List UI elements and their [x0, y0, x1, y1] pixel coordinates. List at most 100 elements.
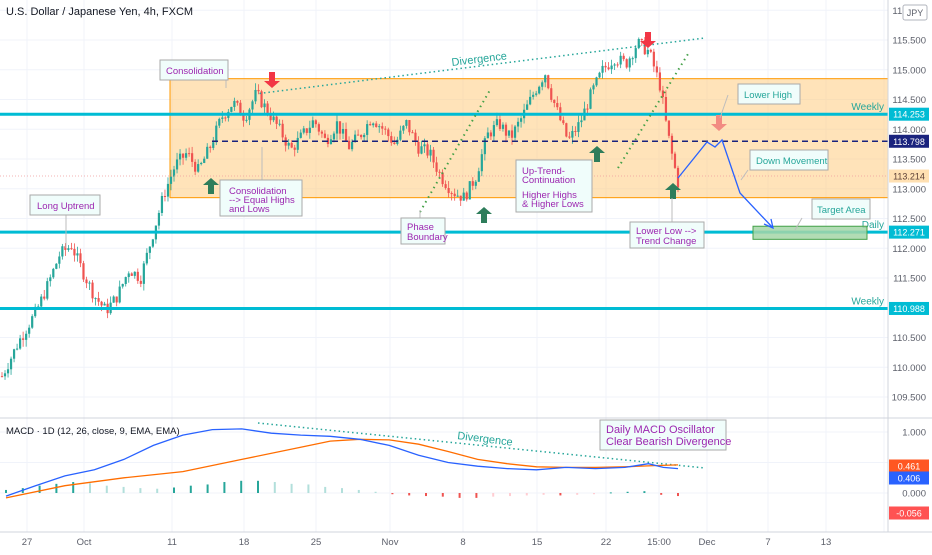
candle-body	[145, 252, 148, 264]
candle-body	[184, 153, 188, 158]
candle-body	[544, 75, 547, 83]
candle-body	[613, 64, 616, 66]
candle-body	[375, 123, 378, 127]
price-badge-text: 113.798	[893, 137, 925, 147]
annotation-trend-change: Trend Change	[636, 236, 696, 247]
macd-badge	[889, 471, 929, 485]
candle-body	[287, 142, 290, 146]
candle-body	[239, 102, 242, 116]
macd-title: MACD · 1D (12, 26, close, 9, EMA, EMA)	[6, 426, 180, 437]
candle-body	[417, 141, 420, 154]
macd-histogram-bar	[38, 485, 41, 493]
candle-body	[432, 149, 435, 163]
candle-body	[203, 158, 206, 163]
candle-body	[366, 124, 369, 135]
candle-body	[480, 154, 483, 172]
macd-histogram-bar	[677, 493, 679, 497]
candle-body	[332, 133, 336, 140]
time-tick-label: 8	[460, 537, 465, 548]
candle-body	[516, 121, 520, 127]
candle-body	[15, 348, 19, 350]
candle-body	[471, 181, 474, 186]
candle-body	[25, 333, 28, 340]
candle-body	[9, 358, 13, 370]
time-tick-label: 15:00	[647, 537, 671, 548]
time-tick-label: 7	[765, 537, 770, 548]
candle-body	[541, 82, 544, 87]
macd-histogram-bar	[559, 493, 562, 496]
candle-body	[70, 248, 73, 250]
candle-body	[556, 102, 559, 108]
candle-body	[290, 142, 293, 148]
candle-body	[254, 89, 257, 102]
candle-body	[571, 130, 574, 138]
candle-body	[538, 86, 541, 94]
macd-line	[5, 428, 679, 497]
candle-body	[28, 327, 31, 334]
candle-body	[381, 126, 384, 129]
candle-body	[148, 246, 151, 253]
candle-body	[344, 128, 348, 141]
candle-body	[124, 277, 127, 284]
arrow-up-icon	[203, 178, 219, 194]
candle-body	[188, 153, 191, 155]
candle-body	[372, 123, 375, 126]
candle-body	[667, 120, 671, 136]
candle-body	[435, 162, 438, 172]
candle-body	[625, 59, 628, 68]
candle-body	[76, 253, 79, 256]
candle-body	[589, 89, 592, 109]
candle-body	[323, 133, 327, 138]
candle-body	[275, 116, 278, 124]
candle-body	[547, 75, 550, 89]
candle-body	[73, 248, 76, 256]
macd-histogram-bar	[576, 493, 579, 495]
macd-histogram-bar	[341, 488, 343, 493]
macd-histogram-bar	[660, 493, 663, 495]
candle-body	[67, 248, 70, 250]
macd-histogram-bar	[223, 482, 226, 493]
candle-body	[347, 140, 351, 150]
candle-body	[444, 184, 447, 189]
currency-badge[interactable]: JPY	[907, 8, 924, 18]
time-tick-label: 25	[311, 537, 322, 548]
candle-body	[6, 369, 10, 374]
candle-body	[607, 67, 610, 70]
price-badge	[889, 225, 929, 239]
candle-body	[172, 169, 176, 177]
price-tick-label: 113.000	[892, 184, 926, 195]
currency-badge-box[interactable]	[902, 4, 928, 21]
macd-histogram-bar	[189, 485, 192, 493]
candle-body	[565, 123, 568, 137]
candle-body	[441, 172, 444, 185]
candle-body	[206, 146, 209, 159]
candle-body	[335, 121, 339, 134]
price-tick-label: 114.500	[892, 95, 926, 106]
price-tick-label: 112.500	[892, 214, 926, 225]
price-badge	[889, 134, 929, 148]
candle-body	[562, 120, 565, 124]
candle-body	[526, 104, 529, 110]
candle-body	[296, 137, 299, 150]
candle-body	[3, 373, 7, 377]
macd-badge-text: -0.056	[896, 509, 922, 519]
macd-histogram-bar	[492, 493, 495, 497]
candle-body	[393, 142, 396, 144]
annotation-consolidation-2: Consolidation	[229, 186, 287, 197]
candle-body	[369, 124, 372, 126]
candle-body	[652, 51, 655, 67]
candle-body	[218, 118, 221, 126]
candle-body	[631, 58, 634, 60]
macd-histogram-bar	[374, 491, 377, 493]
candle-body	[266, 103, 269, 115]
macd-histogram-bar	[509, 493, 511, 497]
candle-body	[450, 193, 453, 195]
candle-body	[302, 128, 305, 133]
candle-body	[94, 298, 97, 300]
candle-body	[577, 122, 580, 132]
candle-body	[513, 126, 517, 138]
macd-histogram-bar	[5, 489, 7, 493]
candle-body	[269, 114, 272, 121]
candle-body	[245, 119, 248, 121]
